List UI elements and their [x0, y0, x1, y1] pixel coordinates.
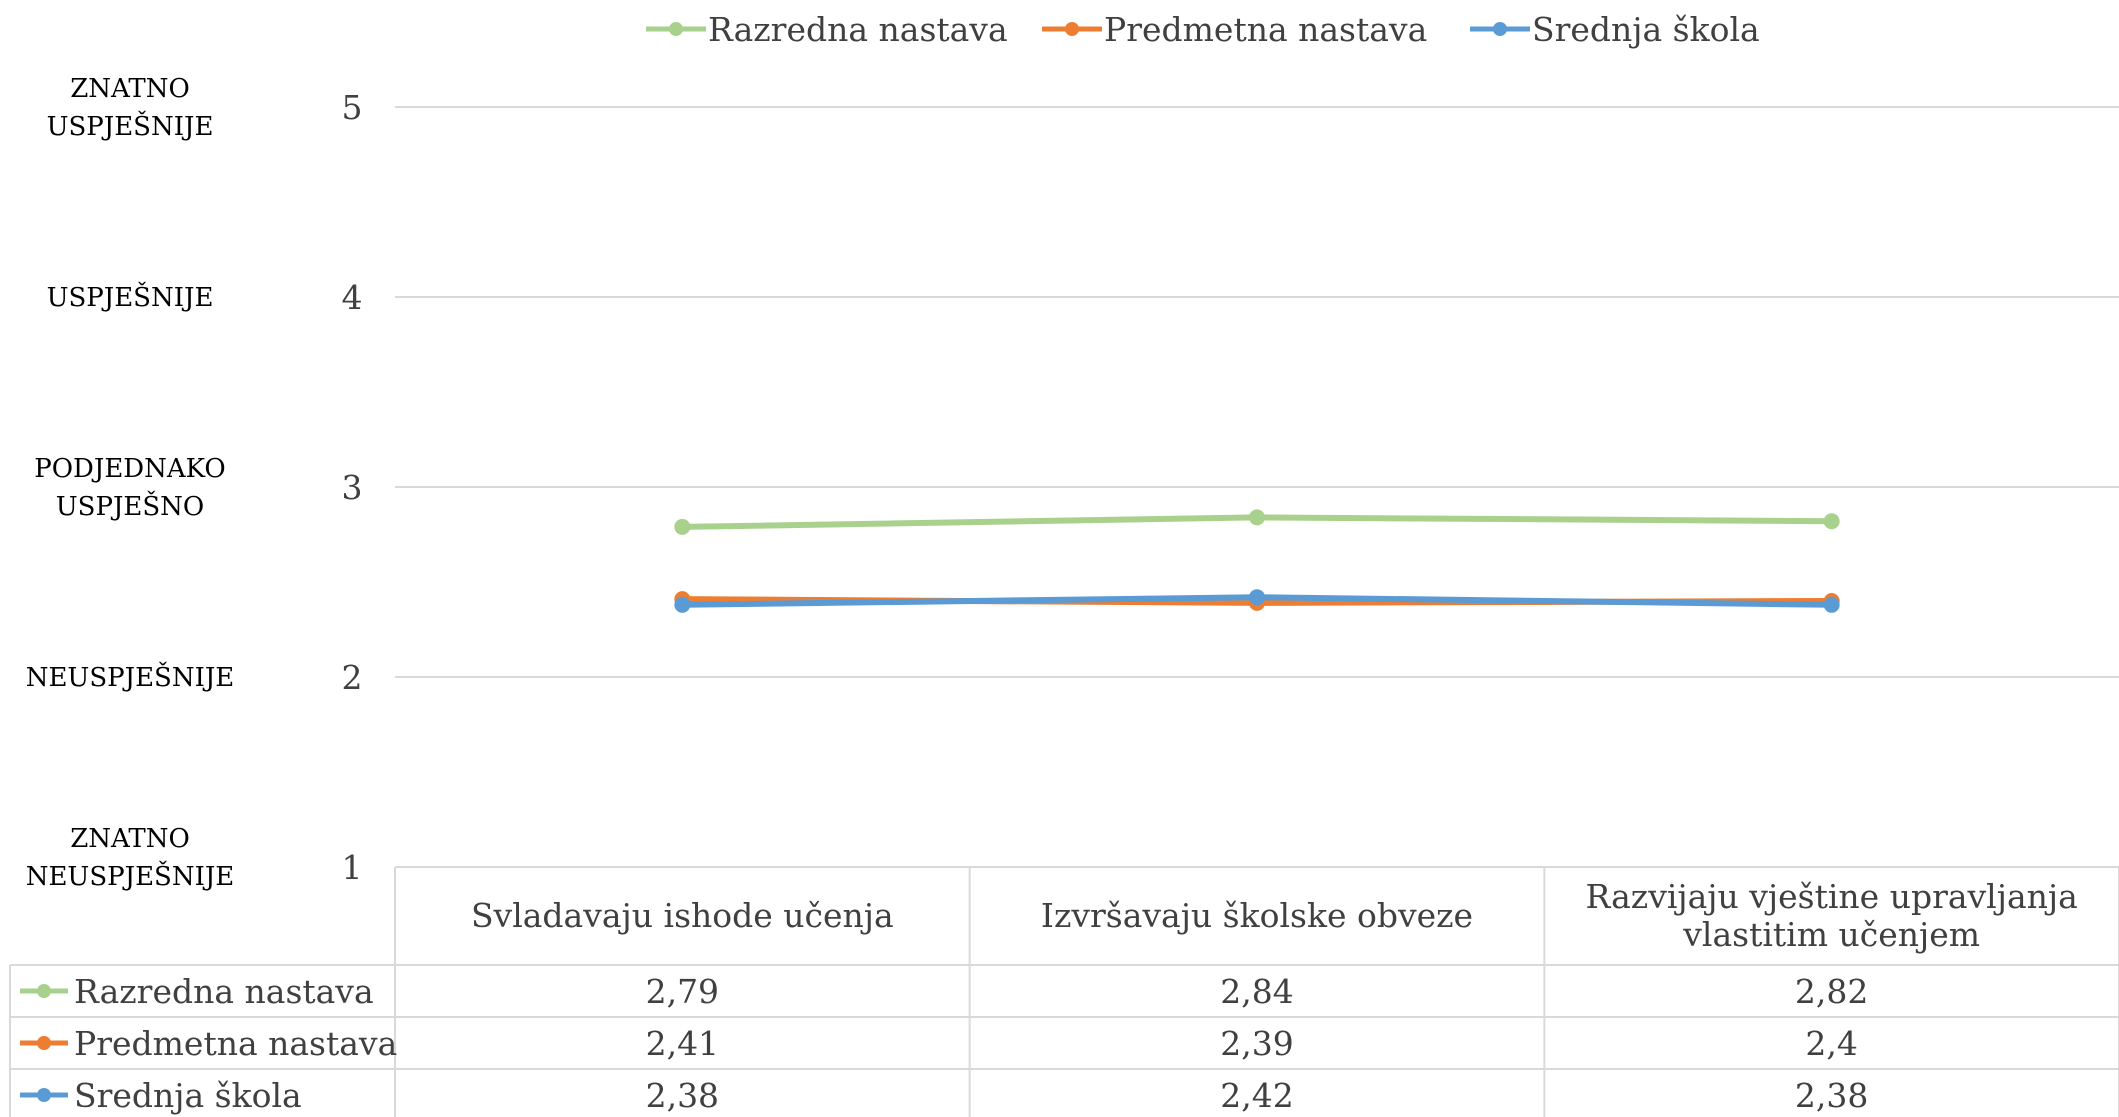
table-cell-predmetna-nastava: 2,41: [646, 1024, 719, 1063]
table-row-label-razredna-nastava: Razredna nastava: [74, 972, 374, 1011]
gridlines: [395, 106, 2119, 678]
scale-labels: ZNATNO USPJEŠNIJE USPJEŠNIJE PODJEDNAKO USPJ…: [26, 74, 235, 892]
table-cell-predmetna-nastava: 2,39: [1220, 1024, 1293, 1063]
legend: Razredna nastava Predmetna nastava Srednja…: [646, 10, 1760, 49]
table-key-marker-predmetna-nastava: [37, 1036, 51, 1050]
scale-label: USPJEŠNIJE: [47, 281, 214, 313]
table-cell-srednja-skola: 2,42: [1220, 1076, 1293, 1115]
table-row-label-srednja-skola: Srednja škola: [74, 1076, 302, 1115]
table-cell-razredna-nastava: 2,79: [646, 972, 719, 1011]
y-tick-label: 2: [342, 658, 363, 697]
data-point-srednja-skola: [1823, 596, 1840, 613]
table-cell-srednja-skola: 2,38: [646, 1076, 719, 1115]
data-table: Svladavaju ishode učenja Izvršavaju škols…: [9, 866, 2119, 1117]
data-point-srednja-skola: [1249, 589, 1265, 606]
x-category-label: vlastitim učenjem: [1682, 915, 1980, 954]
y-tick-label: 3: [342, 468, 363, 507]
x-category-label: Razvijaju vještine upravljanja: [1586, 877, 2078, 916]
scale-label: USPJEŠNO: [56, 490, 205, 522]
table-cell-razredna-nastava: 2,84: [1220, 972, 1293, 1011]
scale-label: ZNATNO: [70, 824, 190, 854]
table-cell-predmetna-nastava: 2,4: [1805, 1024, 1857, 1063]
data-point-srednja-skola: [674, 596, 691, 613]
y-tick-label: 1: [342, 848, 363, 887]
table-key-marker-srednja-skola: [37, 1088, 51, 1102]
scale-label: PODJEDNAKO: [34, 454, 225, 484]
legend-label-predmetna-nastava: Predmetna nastava: [1104, 10, 1427, 49]
legend-label-srednja-skola: Srednja škola: [1532, 10, 1760, 49]
scale-label: NEUSPJEŠNIJE: [26, 860, 235, 892]
table-key-marker-razredna-nastava: [37, 984, 51, 998]
y-axis: 1 2 3 4 5: [342, 88, 363, 887]
x-category-label: Svladavaju ishode učenja: [471, 896, 894, 935]
scale-label: ZNATNO: [70, 74, 190, 104]
legend-label-razredna-nastava: Razredna nastava: [708, 10, 1008, 49]
scale-label: USPJEŠNIJE: [47, 110, 214, 142]
y-tick-label: 4: [342, 278, 363, 317]
plot-area: [674, 509, 1840, 613]
x-category-label: Izvršavaju školske obveze: [1041, 896, 1473, 935]
table-cell-srednja-skola: 2,38: [1795, 1076, 1868, 1115]
legend-marker-srednja-skola: [1493, 22, 1507, 36]
legend-marker-razredna-nastava: [669, 22, 683, 36]
scale-label: NEUSPJEŠNIJE: [26, 661, 235, 693]
table-row-label-predmetna-nastava: Predmetna nastava: [74, 1024, 397, 1063]
legend-marker-predmetna-nastava: [1065, 22, 1079, 36]
data-point-razredna-nastava: [1823, 513, 1840, 530]
table-cell-razredna-nastava: 2,82: [1795, 972, 1868, 1011]
y-tick-label: 5: [342, 88, 363, 127]
data-point-razredna-nastava: [1249, 509, 1265, 526]
data-point-razredna-nastava: [674, 518, 691, 535]
